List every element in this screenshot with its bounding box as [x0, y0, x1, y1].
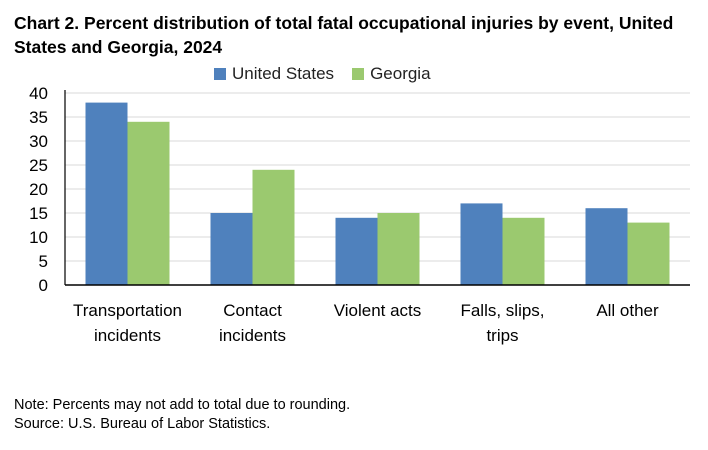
legend-item-united-states: United States: [214, 64, 334, 84]
y-tick-label: 25: [29, 156, 48, 175]
x-tick-label: Transportation: [73, 301, 182, 320]
x-tick-label: incidents: [94, 326, 161, 345]
bar-united-states: [85, 102, 128, 285]
y-tick-label: 5: [39, 252, 48, 271]
bar-georgia: [502, 217, 545, 285]
y-tick-label: 35: [29, 108, 48, 127]
y-tick-label: 10: [29, 228, 48, 247]
bar-georgia: [627, 222, 670, 285]
x-tick-label: trips: [486, 326, 518, 345]
bar-united-states: [585, 208, 628, 285]
legend: United States Georgia: [214, 64, 431, 84]
x-tick-label: All other: [596, 301, 659, 320]
bar-georgia: [252, 169, 295, 285]
legend-item-georgia: Georgia: [352, 64, 431, 84]
x-tick-label: Falls, slips,: [460, 301, 544, 320]
y-tick-label: 40: [29, 84, 48, 103]
chart-title: Chart 2. Percent distribution of total f…: [14, 13, 674, 57]
bar-georgia: [377, 213, 420, 285]
x-tick-label: Contact: [223, 301, 282, 320]
bar-united-states: [210, 213, 253, 285]
bar-united-states: [335, 217, 378, 285]
chart-notes: Note: Percents may not add to total due …: [14, 396, 350, 434]
legend-swatch-united-states: [214, 68, 226, 80]
legend-label-georgia: Georgia: [370, 64, 431, 83]
legend-swatch-georgia: [352, 68, 365, 80]
y-tick-label: 0: [39, 276, 48, 295]
y-tick-label: 30: [29, 132, 48, 151]
legend-label-united-states: United States: [232, 64, 335, 83]
x-tick-label: incidents: [219, 326, 286, 345]
note-text: Note: Percents may not add to total due …: [14, 397, 351, 413]
x-tick-label: Violent acts: [334, 301, 422, 320]
bar-united-states: [460, 203, 503, 285]
bar-georgia: [127, 121, 170, 285]
y-tick-label: 20: [29, 180, 48, 199]
y-tick-label: 15: [29, 204, 48, 223]
source-text: Source: U.S. Bureau of Labor Statistics.: [14, 416, 271, 432]
